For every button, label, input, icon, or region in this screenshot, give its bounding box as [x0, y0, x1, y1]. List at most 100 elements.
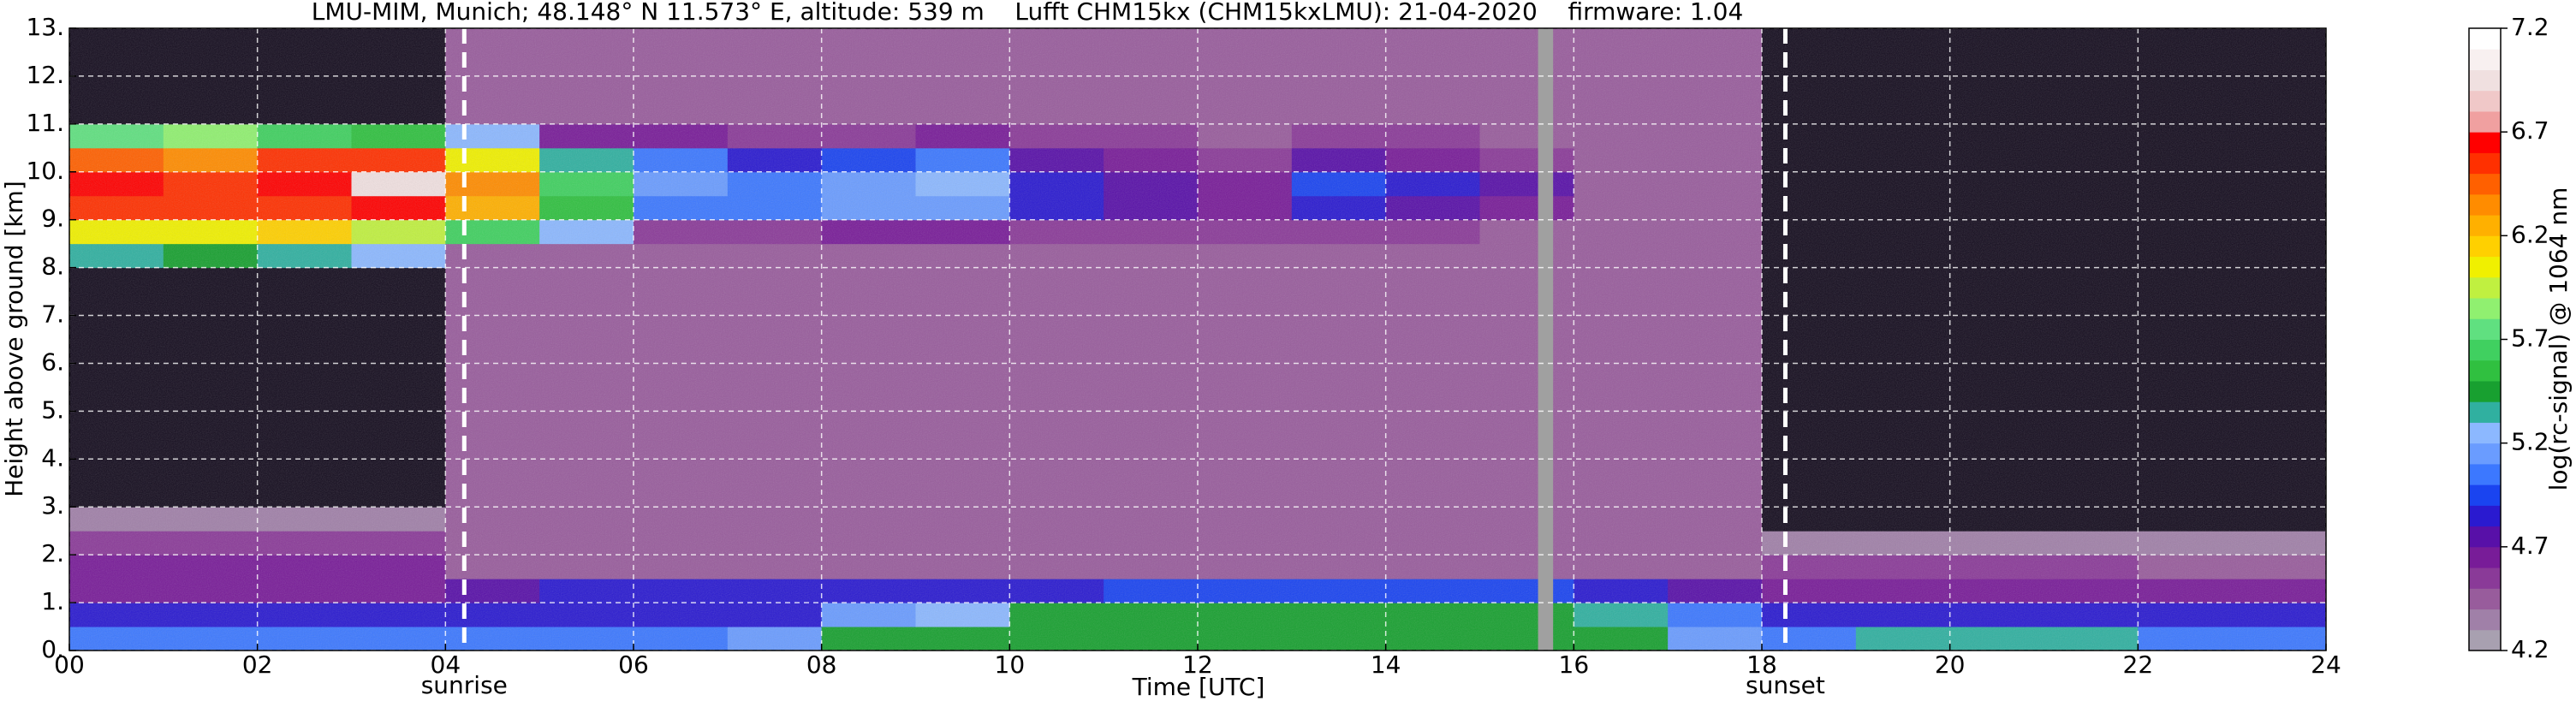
heatmap-cell [1574, 195, 1669, 221]
heatmap-cell [257, 507, 352, 532]
heatmap-cell [2138, 555, 2233, 579]
heatmap-cell [915, 171, 1010, 197]
heatmap-cell [1009, 147, 1104, 173]
chart-title: LMU-MIM, Munich; 48.148° N 11.573° E, al… [312, 0, 1744, 26]
x-tick-label: 18 [1746, 651, 1777, 679]
heatmap-cell [727, 267, 823, 508]
heatmap-cell [915, 579, 1010, 603]
heatmap-cell [1668, 507, 1763, 532]
heatmap-cell [821, 171, 916, 197]
heatmap-cell [163, 627, 259, 651]
heatmap-cell [1855, 579, 1951, 603]
heatmap-cell [69, 219, 164, 245]
heatmap-cell [539, 531, 634, 556]
heatmap-cell [1009, 531, 1104, 556]
colorbar-segment [2469, 90, 2501, 112]
y-tick-label: 12. [26, 61, 64, 89]
colorbar-tick-label: 5.7 [2511, 324, 2549, 353]
heatmap-cell [1479, 243, 1574, 269]
x-tick-label: 16 [1559, 651, 1590, 679]
heatmap-cell [1668, 171, 1763, 197]
heatmap-cell [1198, 507, 1293, 532]
heatmap-cell [1104, 267, 1199, 508]
heatmap-cell [1104, 507, 1199, 532]
x-tick-label: 24 [2311, 651, 2341, 679]
colorbar-tick-label: 6.7 [2511, 116, 2549, 145]
heatmap-cell [1479, 603, 1574, 627]
colorbar-segment [2469, 588, 2501, 610]
colorbar-segment [2469, 526, 2501, 548]
y-tick-label: 2. [41, 539, 64, 567]
heatmap-cell [1009, 603, 1104, 627]
heatmap-cell [163, 531, 259, 556]
heatmap-cell [1949, 267, 2044, 508]
heatmap-cell [1198, 171, 1293, 197]
heatmap-cell [257, 531, 352, 556]
colorbar-segment [2469, 546, 2501, 568]
colorbar-tick-label: 4.7 [2511, 532, 2549, 560]
heatmap-cell [2232, 219, 2327, 245]
heatmap-cell [351, 531, 446, 556]
colorbar-segment [2469, 235, 2501, 258]
heatmap-cell [915, 147, 1010, 173]
heatmap-cell [634, 507, 729, 532]
heatmap-cell [1198, 579, 1293, 603]
heatmap-cell [1668, 267, 1763, 508]
heatmap-cell [1198, 555, 1293, 579]
heatmap-cell [1855, 627, 1951, 651]
heatmap-cell [1949, 555, 2044, 579]
heatmap-cell [1855, 531, 1951, 556]
heatmap-cell [2044, 195, 2139, 221]
heatmap-cell [1479, 627, 1574, 651]
heatmap-cell [1949, 147, 2044, 173]
heatmap-cell [1762, 123, 1857, 149]
heatmap-cell [1291, 243, 1387, 269]
heatmap-cell [727, 579, 823, 603]
colorbar-segment [2469, 28, 2501, 50]
heatmap-cell [1762, 267, 1857, 508]
heatmap-cell [1668, 579, 1763, 603]
heatmap-cell [257, 147, 352, 173]
heatmap-cell [1479, 219, 1574, 245]
heatmap-cell [351, 243, 446, 269]
heatmap-cell [1385, 147, 1480, 173]
x-tick-label: 04 [431, 651, 461, 679]
heatmap-cell [2138, 219, 2233, 245]
heatmap-cell [821, 531, 916, 556]
heatmap-cell [351, 267, 446, 508]
heatmap-cell [634, 123, 729, 149]
heatmap-cell [1104, 555, 1199, 579]
heatmap-cell [1009, 195, 1104, 221]
heatmap-cell [1104, 627, 1199, 651]
heatmap-cell [1104, 243, 1199, 269]
heatmap-cell [1855, 243, 1951, 269]
heatmap-cell [445, 555, 540, 579]
heatmap-cell [539, 555, 634, 579]
y-tick-label: 0. [41, 635, 64, 663]
colorbar-segment [2469, 380, 2501, 402]
heatmap-cell [1291, 507, 1387, 532]
heatmap-cell [163, 243, 259, 269]
heatmap-cell [1291, 123, 1387, 149]
heatmap-cell [539, 171, 634, 197]
heatmap-cell [2232, 147, 2327, 173]
heatmap-cell [2232, 195, 2327, 221]
heatmap-cell [1104, 603, 1199, 627]
heatmap-cell [634, 627, 729, 651]
colorbar-segment [2469, 69, 2501, 92]
heatmap-cell [727, 555, 823, 579]
heatmap-cell [1104, 579, 1199, 603]
heatmap-cell [351, 219, 446, 245]
heatmap-cell [1385, 243, 1480, 269]
heatmap-cell [1574, 579, 1669, 603]
heatmap-cell [2232, 555, 2327, 579]
heatmap-cell [351, 627, 446, 651]
colorbar-segment [2469, 339, 2501, 361]
x-tick-label: 08 [806, 651, 837, 679]
heatmap-cell [1104, 123, 1199, 149]
heatmap-cell [727, 507, 823, 532]
heatmap-cell [1574, 267, 1669, 508]
heatmap-cell [1668, 627, 1763, 651]
heatmap-cell [727, 123, 823, 149]
heatmap-cell [69, 267, 164, 508]
